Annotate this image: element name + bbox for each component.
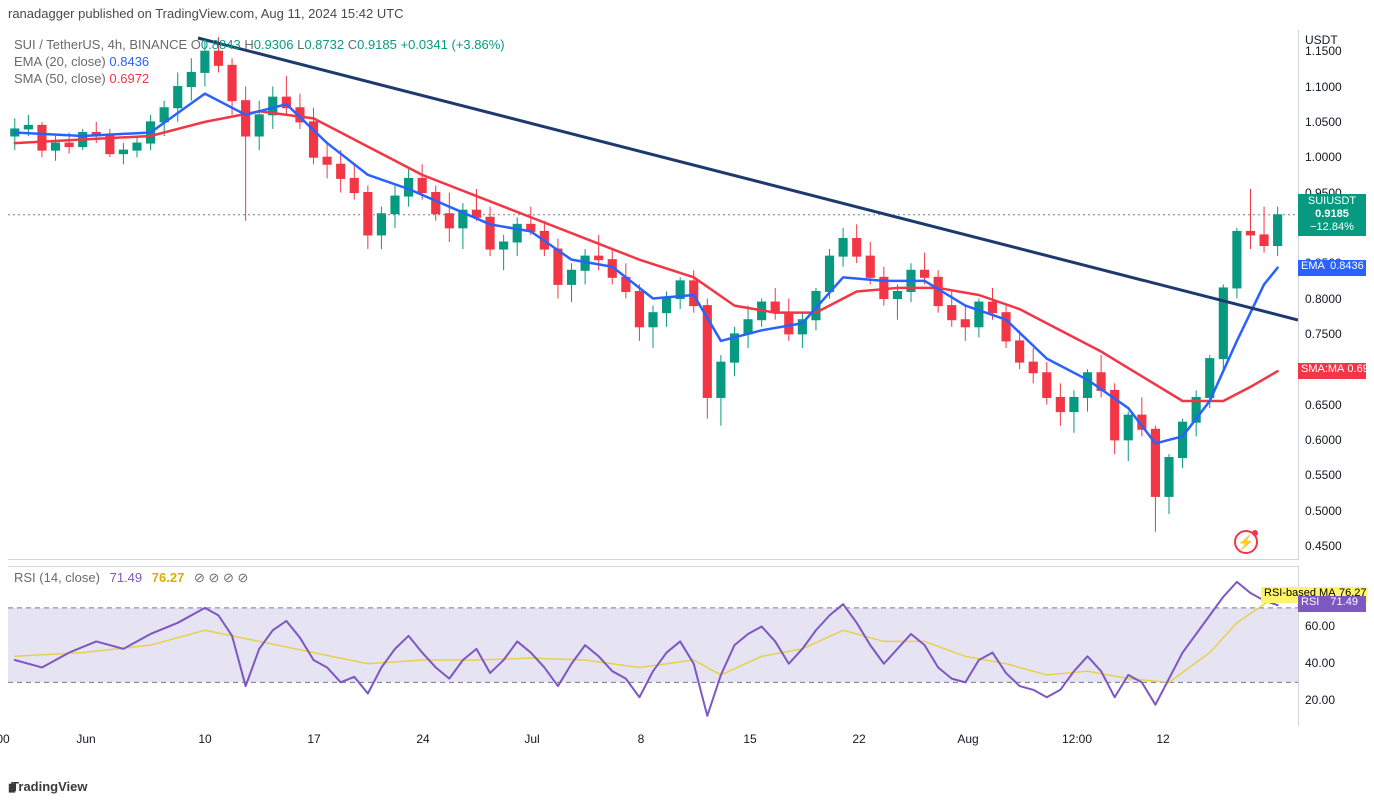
c-label: C (348, 37, 357, 52)
price-chart[interactable]: ⚡ (8, 30, 1298, 560)
ma-badge: SMA:MA0.6972 (1298, 363, 1366, 379)
pair-label[interactable]: SUI / TetherUS, 4h, BINANCE (14, 37, 187, 52)
l-value: 0.8732 (304, 37, 344, 52)
h-value: 0.9306 (254, 37, 294, 52)
tradingview-logo: TradingView (8, 779, 88, 794)
rsi-v2: 76.27 (152, 570, 185, 585)
chg-value: +0.0341 (401, 37, 448, 52)
rsi-info: RSI (14, close) 71.49 76.27 ⊘ ⊘ ⊘ ⊘ (14, 570, 254, 586)
chg-pct: (+3.86%) (451, 37, 504, 52)
c-value: 0.9185 (357, 37, 397, 52)
rsi-value-badge: RSI71.49 (1298, 596, 1366, 612)
publish-header: ranadagger published on TradingView.com,… (8, 6, 404, 21)
price-badge: SUIUSDT0.9185−12.84%17:51 (1298, 194, 1366, 236)
rsi-check[interactable]: ⊘ ⊘ ⊘ ⊘ (194, 570, 248, 585)
snapshot-icon[interactable]: ⚡ (1234, 530, 1258, 554)
o-label: O (191, 37, 201, 52)
rsi-chart[interactable] (8, 566, 1298, 726)
ma-badge: EMA0.8436 (1298, 260, 1366, 276)
o-value: 0.8843 (201, 37, 241, 52)
rsi-axis[interactable]: 20.0040.0060.00RSI-based MA76.27RSI71.49 (1298, 566, 1366, 726)
price-axis[interactable]: USDT0.45000.50000.55000.60000.65000.7000… (1298, 30, 1366, 560)
rsi-v1: 71.49 (110, 570, 143, 585)
sma-label[interactable]: SMA (50, close) (14, 71, 106, 86)
ema-value: 0.8436 (109, 54, 149, 69)
time-axis: 2:00Jun101724Jul81522Aug12:0012 (8, 728, 1298, 758)
symbol-info: SUI / TetherUS, 4h, BINANCE O0.8843 H0.9… (14, 37, 505, 86)
ema-label[interactable]: EMA (20, close) (14, 54, 106, 69)
rsi-label[interactable]: RSI (14, close) (14, 570, 100, 585)
sma-value: 0.6972 (109, 71, 149, 86)
h-label: H (244, 37, 253, 52)
